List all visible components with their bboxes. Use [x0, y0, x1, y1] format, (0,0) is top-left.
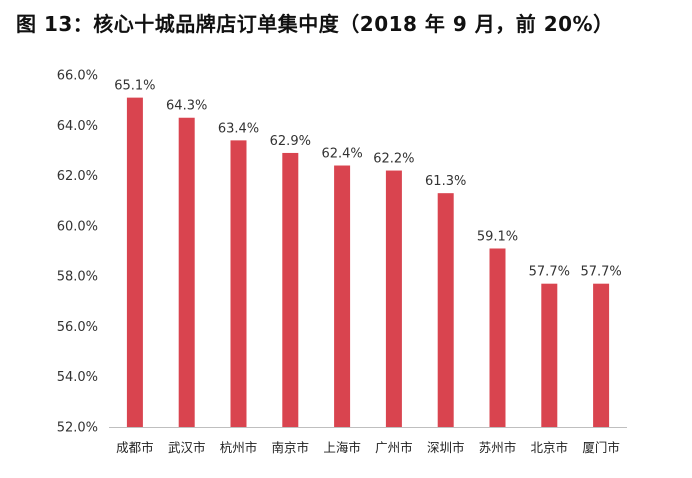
- x-category-label: 北京市: [531, 440, 569, 455]
- y-tick-label: 62.0%: [57, 169, 98, 184]
- y-tick-label: 52.0%: [57, 421, 98, 436]
- x-category-label: 深圳市: [427, 440, 465, 455]
- bars: [126, 97, 610, 428]
- bar: [385, 170, 402, 428]
- y-tick-label: 56.0%: [57, 320, 98, 335]
- bar-data-label: 61.3%: [425, 174, 466, 189]
- bar: [334, 165, 351, 427]
- bar: [282, 152, 299, 427]
- bar-data-label: 59.1%: [477, 229, 518, 244]
- x-category-label: 武汉市: [168, 440, 206, 455]
- chart-title: 图 13：核心十城品牌店订单集中度（2018 年 9 月，前 20%）: [16, 12, 614, 36]
- bar-data-label: 62.4%: [321, 147, 362, 162]
- x-category-label: 成都市: [116, 440, 154, 455]
- bar-data-label: 65.1%: [114, 79, 155, 94]
- x-category-label: 南京市: [272, 440, 310, 455]
- bar: [489, 248, 506, 427]
- x-axis-labels: 成都市 武汉市 杭州市 南京市 上海市 广州市 深圳市 苏州市 北京市 厦门市: [116, 440, 620, 455]
- bar-data-label: 62.2%: [373, 152, 414, 167]
- bar-data-label: 57.7%: [529, 265, 570, 280]
- bar: [437, 193, 454, 427]
- bar-data-label: 64.3%: [166, 99, 207, 114]
- x-category-label: 广州市: [375, 440, 413, 455]
- y-tick-label: 54.0%: [57, 370, 98, 385]
- x-category-label: 杭州市: [220, 440, 258, 455]
- bar-data-label: 62.9%: [270, 134, 311, 149]
- x-category-label: 厦门市: [582, 440, 620, 455]
- y-tick-label: 60.0%: [57, 219, 98, 234]
- bar: [230, 140, 247, 427]
- y-tick-label: 66.0%: [57, 69, 98, 84]
- bar: [541, 283, 558, 427]
- bar-data-label: 63.4%: [218, 121, 259, 136]
- y-tick-label: 64.0%: [57, 119, 98, 134]
- x-category-label: 苏州市: [479, 440, 517, 455]
- bar: [593, 283, 610, 427]
- y-tick-label: 58.0%: [57, 270, 98, 285]
- bar: [126, 97, 143, 427]
- bar: [178, 117, 195, 427]
- x-category-label: 上海市: [323, 440, 361, 455]
- bar-data-label: 57.7%: [580, 265, 621, 280]
- bar-data-labels: 65.1% 64.3% 63.4% 62.9% 62.4% 62.2% 61.3% 59.1%…: [114, 79, 622, 280]
- y-axis-labels: 52.0% 54.0% 56.0% 58.0% 60.0% 62.0% 64.0% 66.0%: [57, 69, 98, 436]
